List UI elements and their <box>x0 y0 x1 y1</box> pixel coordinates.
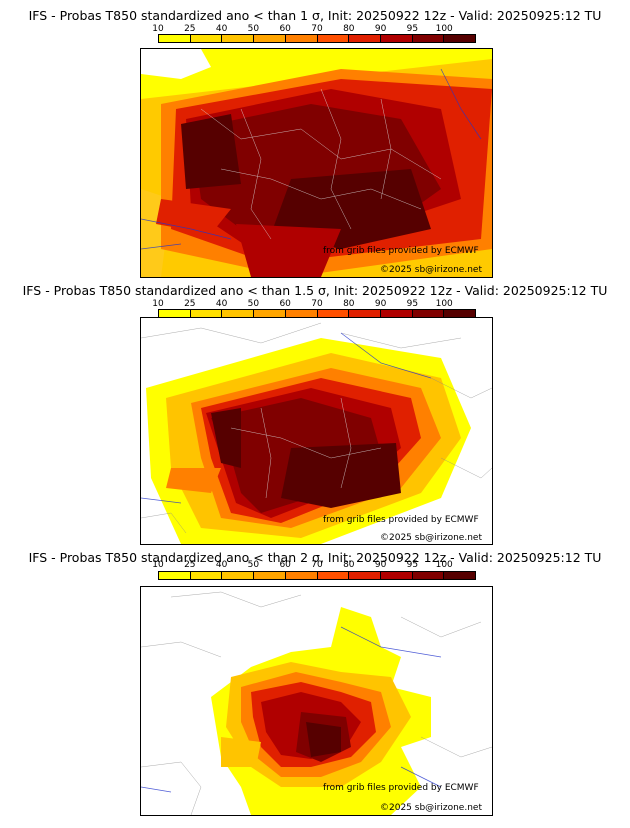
colorbar-segment <box>349 310 381 317</box>
colorbar-segment <box>412 572 445 579</box>
colorbar-segment <box>190 35 223 42</box>
colorbar-tick-label: 50 <box>247 24 260 34</box>
colorbar-tick-label: 10 <box>152 299 164 309</box>
colorbar-segment <box>190 310 223 317</box>
colorbar-segment <box>349 572 381 579</box>
colorbar-tick-label: 25 <box>184 560 196 570</box>
colorbar-segment <box>285 310 318 317</box>
colorbar-segment <box>412 35 445 42</box>
colorbar-tick-label: 95 <box>406 560 419 570</box>
colorbar-tick-label: 100 <box>435 299 453 309</box>
colorbar-tick-label: 40 <box>215 24 228 34</box>
colorbar-segment <box>444 310 476 317</box>
colorbar-segment <box>285 572 318 579</box>
colorbar-segment <box>254 310 286 317</box>
colorbar-tick-label: 95 <box>406 299 419 309</box>
colorbar-segment <box>380 35 413 42</box>
colorbar-ticks: 10 25 40 50 60 70 80 90 95 100 <box>152 560 476 570</box>
site-credit: ©2025 sb@irizone.net <box>380 265 482 275</box>
colorbar-segment <box>412 310 445 317</box>
colorbar-ticks: 10 25 40 50 60 70 80 90 95 100 <box>152 24 476 34</box>
colorbar-tick-label: 80 <box>343 299 355 309</box>
colorbar-tick-label: 25 <box>184 24 196 34</box>
colorbar-tick-label: 70 <box>311 24 323 34</box>
panel-2: IFS - Probas T850 standardized ano < tha… <box>0 280 630 550</box>
probability-map <box>140 586 493 816</box>
site-credit: ©2025 sb@irizone.net <box>380 803 482 813</box>
colorbar-tick-label: 90 <box>374 299 387 309</box>
colorbar-ticks: 10 25 40 50 60 70 80 90 95 100 <box>152 299 476 309</box>
colorbar-tick-label: 50 <box>247 299 260 309</box>
site-credit: ©2025 sb@irizone.net <box>380 533 482 543</box>
colorbar-tick-label: 70 <box>311 299 323 309</box>
colorbar <box>158 34 476 43</box>
colorbar-segment <box>254 35 286 42</box>
colorbar-tick-label: 10 <box>152 560 164 570</box>
colorbar-tick-label: 50 <box>247 560 260 570</box>
colorbar-tick-label: 90 <box>374 24 387 34</box>
colorbar <box>158 571 476 580</box>
colorbar-tick-label: 95 <box>406 24 419 34</box>
ecmwf-credit: from grib files provided by ECMWF <box>323 515 479 525</box>
colorbar-segment <box>317 572 350 579</box>
colorbar-segment <box>222 310 255 317</box>
panel-title: IFS - Probas T850 standardized ano < tha… <box>28 8 602 23</box>
probability-map <box>140 48 493 278</box>
colorbar-segment <box>317 35 350 42</box>
ecmwf-credit: from grib files provided by ECMWF <box>323 246 479 256</box>
ecmwf-credit: from grib files provided by ECMWF <box>323 783 479 793</box>
colorbar-segment <box>159 35 191 42</box>
colorbar-segment <box>380 310 413 317</box>
colorbar-segment <box>349 35 381 42</box>
panel-title: IFS - Probas T850 standardized ano < tha… <box>28 550 602 565</box>
colorbar-tick-label: 60 <box>279 299 291 309</box>
colorbar-segment <box>222 572 255 579</box>
colorbar-segment <box>159 572 191 579</box>
panel-title: IFS - Probas T850 standardized ano < tha… <box>22 283 608 298</box>
colorbar-segment <box>380 572 413 579</box>
colorbar-tick-label: 100 <box>435 560 453 570</box>
colorbar-segment <box>285 35 318 42</box>
colorbar-tick-label: 40 <box>215 299 228 309</box>
colorbar-segment <box>254 572 286 579</box>
panel-3: IFS - Probas T850 standardized ano < tha… <box>0 550 630 828</box>
colorbar-tick-label: 25 <box>184 299 196 309</box>
colorbar-tick-label: 10 <box>152 24 164 34</box>
colorbar-tick-label: 90 <box>374 560 387 570</box>
colorbar-tick-label: 80 <box>343 24 355 34</box>
colorbar-segment <box>444 35 476 42</box>
colorbar-tick-label: 60 <box>279 24 291 34</box>
panel-1: IFS - Probas T850 standardized ano < tha… <box>0 0 630 280</box>
colorbar-segment <box>190 572 223 579</box>
colorbar-tick-label: 80 <box>343 560 355 570</box>
colorbar-segment <box>159 310 191 317</box>
colorbar-tick-label: 100 <box>435 24 453 34</box>
colorbar-segment <box>444 572 476 579</box>
probability-map <box>140 317 493 545</box>
colorbar-tick-label: 70 <box>311 560 323 570</box>
colorbar-tick-label: 40 <box>215 560 228 570</box>
colorbar-segment <box>222 35 255 42</box>
colorbar-segment <box>317 310 350 317</box>
colorbar-tick-label: 60 <box>279 560 291 570</box>
